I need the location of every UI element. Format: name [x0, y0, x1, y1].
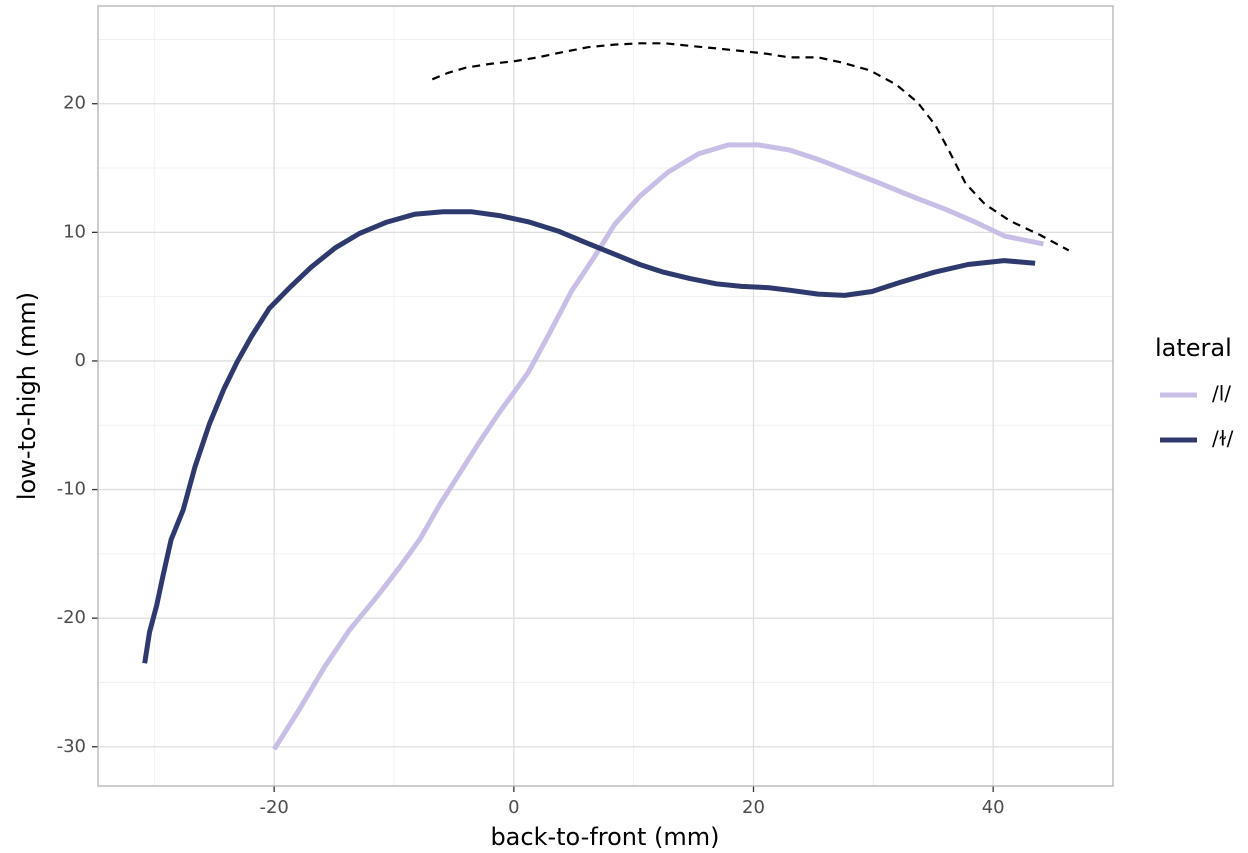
- x-tick-label: 0: [508, 797, 519, 818]
- panel-border: [97, 5, 1114, 787]
- line: [431, 42, 1070, 252]
- legend-title: lateral: [1155, 334, 1232, 362]
- y-tick-label: -30: [57, 736, 86, 757]
- y-tick-label: -10: [57, 479, 86, 500]
- line: [272, 142, 1044, 751]
- y-tick-label: 10: [63, 221, 86, 242]
- legend-label: /ɫ/: [1212, 427, 1234, 451]
- x-axis-title: back-to-front (mm): [490, 823, 719, 851]
- y-tick-label: 20: [63, 93, 86, 114]
- legend-label: /l/: [1212, 382, 1231, 406]
- y-tick-label: -20: [57, 607, 86, 628]
- x-tick-label: 40: [982, 797, 1005, 818]
- line: [142, 209, 1036, 664]
- y-axis-title: low-to-high (mm): [13, 292, 41, 500]
- x-tick-label: 20: [742, 797, 765, 818]
- y-tick-label: 0: [75, 350, 86, 371]
- x-tick-label: -20: [259, 797, 288, 818]
